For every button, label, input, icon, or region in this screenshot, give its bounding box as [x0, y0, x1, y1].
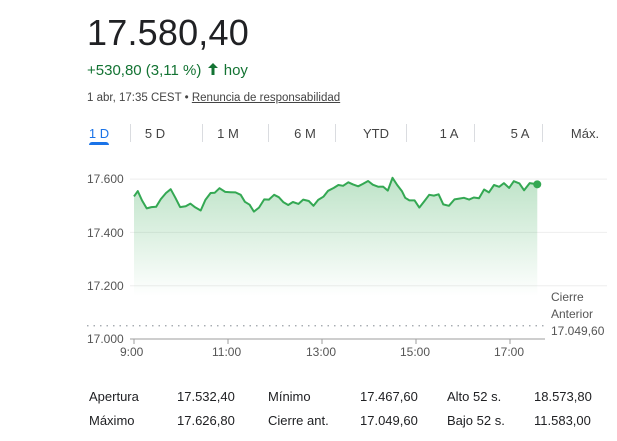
tab-5-a[interactable]: 5 A: [510, 126, 530, 141]
x-tick-label: 9:00: [120, 345, 144, 359]
tab-separator: [406, 124, 407, 142]
prev-close-value: 17.049,60: [551, 324, 605, 338]
stat-value: 18.573,80: [534, 388, 592, 404]
tab-separator: [542, 124, 543, 142]
last-point-dot: [533, 180, 542, 189]
tab-separator: [335, 124, 336, 142]
disclaimer-link[interactable]: Renuncia de responsabilidad: [191, 92, 341, 104]
stat-value: 17.626,80: [177, 412, 235, 428]
stats-row: Apertura 17.532,40 Mínimo 17.467,60 Alto…: [89, 384, 614, 408]
stats-table: Apertura 17.532,40 Mínimo 17.467,60 Alto…: [89, 384, 614, 432]
tab-1-d[interactable]: 1 D: [84, 118, 114, 145]
tab-separator: [474, 124, 475, 142]
range-tabs: 1 D 5 D 1 M 6 M YTD 1 A 5 A Máx.: [80, 118, 617, 148]
y-tick-label: 17.600: [87, 172, 124, 186]
area-fill: [134, 177, 538, 297]
timestamp-line: 1 abr, 17:35 CEST • Renuncia de responsa…: [87, 92, 340, 104]
stat-value: 11.583,00: [534, 412, 591, 428]
stat-label: Apertura: [89, 388, 139, 404]
stat-value: 17.532,40: [177, 388, 235, 404]
price-chart[interactable]: [0, 0, 617, 370]
prev-close-line2: Anterior: [551, 307, 594, 321]
tab-5-d[interactable]: 5 D: [144, 126, 166, 141]
tab-ytd[interactable]: YTD: [363, 126, 389, 141]
separator: •: [184, 92, 189, 104]
stat-label: Bajo 52 s.: [447, 412, 505, 428]
change-period: hoy: [223, 62, 248, 79]
stats-row: Máximo 17.626,80 Cierre ant. 17.049,60 B…: [89, 408, 614, 432]
tab-6-m[interactable]: 6 M: [294, 126, 316, 141]
tab-1-m[interactable]: 1 M: [217, 126, 239, 141]
change-value: +530,80 (3,11 %): [87, 62, 202, 79]
x-tick-label: 15:00: [400, 345, 431, 359]
x-tick-label: 13:00: [306, 345, 337, 359]
tab-separator: [268, 124, 269, 142]
stat-label: Máximo: [89, 412, 135, 428]
stat-value: 17.049,60: [360, 412, 418, 428]
tab-separator: [202, 124, 203, 142]
stat-label: Alto 52 s.: [447, 388, 502, 404]
timestamp: 1 abr, 17:35 CEST: [87, 92, 182, 104]
prev-close-line1: Cierre: [551, 290, 584, 304]
price-change: +530,80 (3,11 %) hoy: [87, 62, 248, 79]
x-tick-label: 17:00: [494, 345, 525, 359]
previous-close-label: Cierre Anterior 17.049,60: [551, 289, 604, 340]
tab-m-x[interactable]: Máx.: [570, 126, 600, 141]
y-tick-label: 17.000: [87, 332, 124, 346]
price-line: [133, 176, 538, 213]
arrow-up-icon: [207, 62, 218, 79]
tab-1-a[interactable]: 1 A: [439, 126, 459, 141]
tab-separator: [130, 124, 131, 142]
stat-label: Cierre ant.: [268, 412, 329, 428]
y-tick-label: 17.400: [87, 226, 124, 240]
current-price: 17.580,40: [87, 12, 249, 53]
x-tick-label: 11:00: [212, 345, 242, 359]
stat-value: 17.467,60: [360, 388, 418, 404]
stat-label: Mínimo: [268, 388, 311, 404]
y-tick-label: 17.200: [87, 279, 124, 293]
